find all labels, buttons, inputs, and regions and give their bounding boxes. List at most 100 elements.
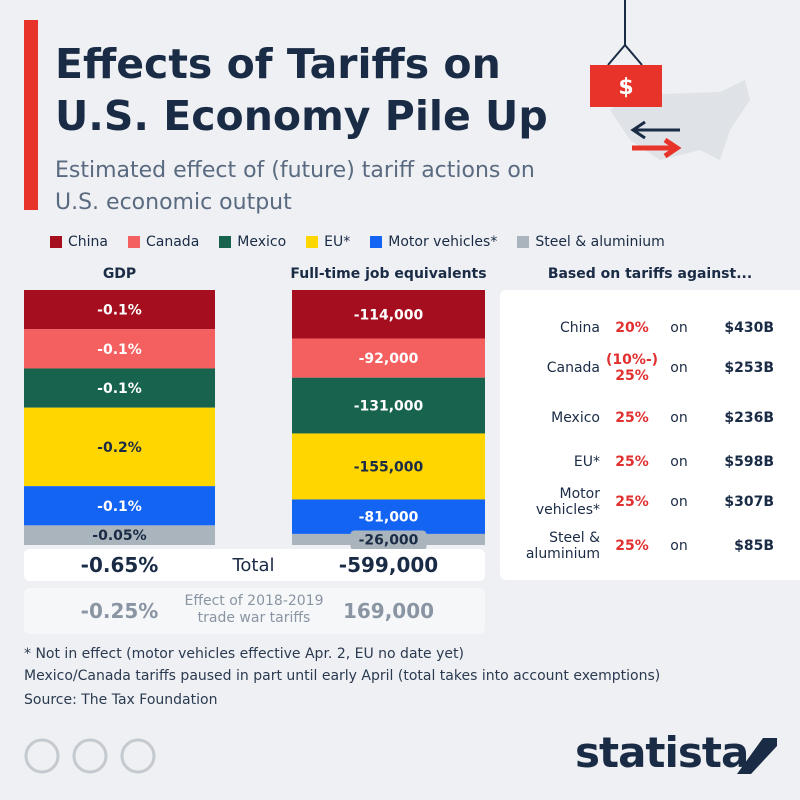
title: Effects of Tariffs on U.S. Economy Pile … (55, 40, 548, 140)
country: China (560, 320, 600, 336)
value-label: -0.1% (97, 303, 142, 319)
value-label: -0.1% (97, 342, 142, 358)
legend-swatch (306, 236, 319, 248)
value-label: -0.2% (97, 440, 142, 456)
rate: 20% (615, 320, 649, 336)
legend-item: Canada (128, 234, 199, 250)
trade-war-jobs: 169,000 (342, 599, 435, 623)
legend-label: Steel & aluminium (535, 234, 665, 250)
legend-item: Steel & aluminium (517, 234, 665, 250)
note: * Not in effect (motor vehicles effectiv… (24, 646, 464, 662)
amount: $307B (724, 494, 774, 510)
bar-segment (292, 338, 485, 378)
legend-item: EU* (306, 234, 350, 250)
table-row: Motor vehicles* 25% on $307B (500, 482, 800, 522)
legend: China Canada Mexico EU* Motor vehicles* Steel… (50, 234, 665, 250)
bars: -0.1% -0.1% -0.1% -0.2% -0.1% -0.05% -114,000 -… (24, 290, 485, 551)
country: Motor vehicles* (535, 486, 600, 518)
bar-segment (292, 433, 485, 500)
legend-swatch (128, 236, 140, 248)
subtitle: Estimated effect of (future) tariff acti… (55, 158, 535, 215)
bar-segment (24, 290, 215, 330)
total-label: Total (232, 555, 275, 576)
bar-segment (24, 329, 215, 369)
legend-label: Mexico (237, 234, 287, 250)
value-label: -155,000 (354, 459, 424, 475)
tariff-table: China 20% on $430B Canada (10%-) 25% on $253B Me… (500, 290, 800, 580)
table-row: EU* 25% on $598B (500, 442, 800, 482)
connector: on (670, 320, 688, 336)
legend-label: Motor vehicles* (388, 234, 498, 250)
value-label: -92,000 (359, 351, 419, 367)
bar-segment (292, 377, 485, 434)
trade-war-row: -0.25% Effect of 2018-2019 trade war tar… (24, 588, 485, 634)
bar-segment (292, 290, 485, 339)
country: EU* (573, 454, 600, 470)
value-label: -131,000 (354, 399, 424, 415)
connector: on (670, 538, 688, 554)
legend-label: China (68, 234, 108, 250)
connector: on (670, 494, 688, 510)
value-label: -0.1% (97, 381, 142, 397)
bar-segment (292, 499, 485, 534)
value-label: -0.1% (97, 499, 142, 515)
amount: $85B (734, 538, 774, 554)
total-row: -0.65% Total -599,000 (24, 549, 485, 581)
amount: $236B (724, 410, 774, 426)
license-icons (24, 738, 156, 774)
chart-title: GDP (102, 266, 137, 282)
country: Steel & aluminium (525, 530, 600, 562)
rate: (10%-) 25% (605, 352, 659, 384)
rate: 25% (615, 454, 649, 470)
bar-segment (24, 486, 215, 526)
value-label: -0.05% (92, 528, 146, 544)
connector: on (670, 410, 688, 426)
legend-item: Mexico (219, 234, 286, 250)
logo: statista (575, 728, 749, 777)
table-title: Based on tariffs against... (547, 266, 753, 282)
legend-item: Motor vehicles* (370, 234, 497, 250)
rate: 25% (615, 538, 649, 554)
table-row: Canada (10%-) 25% on $253B (500, 348, 800, 388)
illustration: $ (590, 0, 750, 160)
dollar: $ (618, 75, 633, 100)
legend-label: Canada (146, 234, 200, 250)
rate: 25% (615, 494, 649, 510)
value-label: -114,000 (354, 307, 424, 323)
country: Canada (546, 360, 600, 376)
legend-swatch (50, 236, 62, 248)
legend-item: China (50, 234, 108, 250)
connector: on (670, 454, 688, 470)
country: Mexico (551, 410, 600, 426)
arrow-right (632, 137, 682, 159)
total-jobs: -599,000 (338, 553, 439, 577)
chart-title: Full-time job equivalents (290, 266, 487, 282)
value-label: -81,000 (359, 510, 419, 526)
bar-segment (24, 368, 215, 408)
amount: $253B (724, 360, 774, 376)
logo-mark (737, 738, 777, 774)
rate: 25% (615, 410, 649, 426)
connector: on (670, 360, 688, 376)
table-row: Mexico 25% on $236B (500, 398, 800, 438)
legend-swatch (219, 236, 232, 248)
arrow-left (630, 120, 680, 140)
amount: $598B (724, 454, 774, 470)
bar-segment (24, 525, 215, 545)
legend-swatch (517, 236, 530, 248)
accent-bar (24, 20, 38, 210)
source: Source: The Tax Foundation (24, 692, 218, 708)
trade-war-gdp: -0.25% (80, 599, 159, 623)
trade-war-label: Effect of 2018-2019 trade war tariffs (184, 593, 324, 626)
legend-swatch (370, 236, 383, 248)
hook (607, 43, 643, 66)
label-bg (350, 530, 427, 551)
legend-label: EU* (324, 234, 351, 250)
note: Mexico/Canada tariffs paused in part unt… (24, 668, 661, 684)
container (590, 65, 662, 107)
value-label: -26,000 (359, 532, 419, 548)
bar-segment (24, 407, 215, 487)
amount: $430B (724, 320, 774, 336)
table-row: Steel & aluminium 25% on $85B (500, 526, 800, 566)
table-row: China 20% on $430B (500, 308, 800, 348)
